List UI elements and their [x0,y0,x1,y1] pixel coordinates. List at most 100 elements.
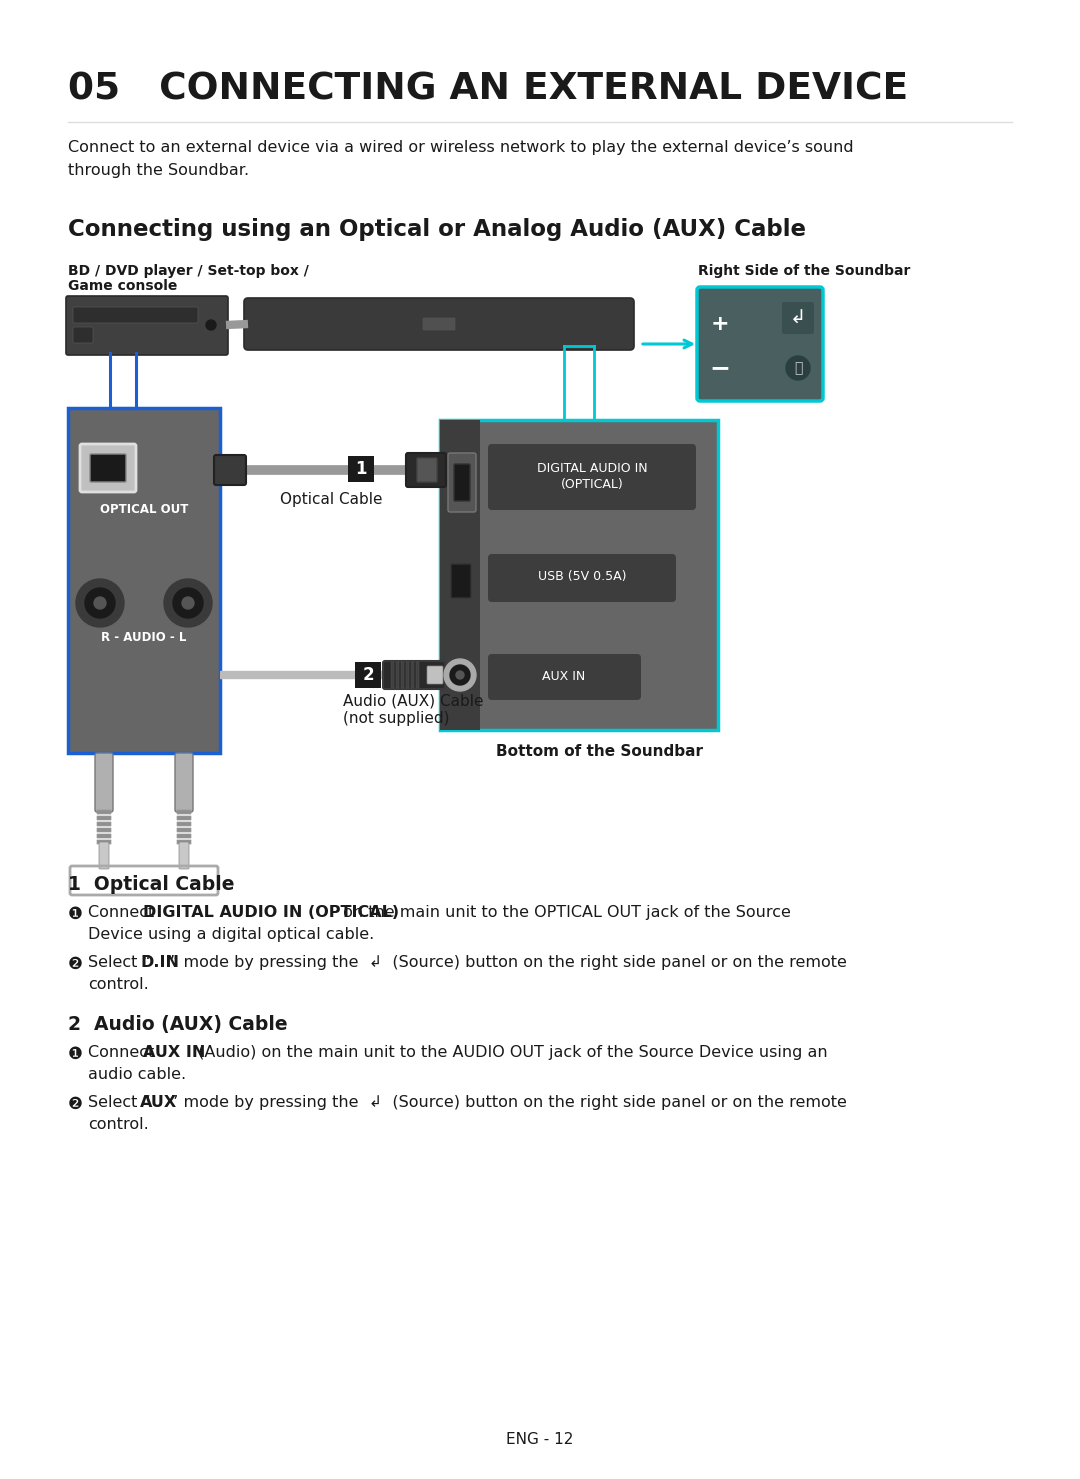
FancyBboxPatch shape [448,453,476,512]
Text: D.IN: D.IN [140,955,179,970]
Text: audio cable.: audio cable. [87,1066,186,1083]
FancyBboxPatch shape [97,828,111,833]
Text: Device using a digital optical cable.: Device using a digital optical cable. [87,927,375,942]
Text: DIGITAL AUDIO IN: DIGITAL AUDIO IN [537,461,647,475]
FancyBboxPatch shape [99,842,109,870]
Text: ENG - 12: ENG - 12 [507,1432,573,1446]
Text: DIGITAL AUDIO IN (OPTICAL): DIGITAL AUDIO IN (OPTICAL) [143,905,400,920]
FancyBboxPatch shape [348,456,374,482]
Text: Select “: Select “ [87,955,151,970]
Circle shape [206,319,216,330]
FancyBboxPatch shape [97,822,111,825]
FancyBboxPatch shape [179,842,189,870]
FancyBboxPatch shape [488,444,696,510]
FancyBboxPatch shape [440,420,480,731]
FancyBboxPatch shape [488,555,676,602]
FancyBboxPatch shape [423,318,455,330]
Text: AUX: AUX [140,1094,177,1111]
FancyBboxPatch shape [396,663,399,688]
FancyBboxPatch shape [177,834,191,839]
FancyBboxPatch shape [440,420,718,731]
Text: ” mode by pressing the  ↲  (Source) button on the right side panel or on the rem: ” mode by pressing the ↲ (Source) button… [170,1094,847,1111]
FancyBboxPatch shape [355,663,381,688]
Text: ❶: ❶ [68,905,83,923]
Text: on the main unit to the OPTICAL OUT jack of the Source: on the main unit to the OPTICAL OUT jack… [338,905,791,920]
Text: ❷: ❷ [68,955,83,973]
FancyBboxPatch shape [454,464,470,501]
Text: ❷: ❷ [68,1094,83,1114]
FancyBboxPatch shape [406,453,446,487]
Text: Right Side of the Soundbar: Right Side of the Soundbar [698,263,910,278]
FancyBboxPatch shape [782,302,814,334]
Text: BD / DVD player / Set-top box /: BD / DVD player / Set-top box / [68,263,309,278]
Text: 05   CONNECTING AN EXTERNAL DEVICE: 05 CONNECTING AN EXTERNAL DEVICE [68,72,908,108]
Text: +: + [711,314,729,334]
FancyBboxPatch shape [177,810,191,813]
Circle shape [450,666,470,685]
Text: AUX IN: AUX IN [143,1046,205,1060]
Text: control.: control. [87,1117,149,1131]
FancyBboxPatch shape [68,408,220,753]
FancyBboxPatch shape [90,454,126,482]
Text: USB (5V 0.5A): USB (5V 0.5A) [538,569,626,583]
Text: Connect to an external device via a wired or wireless network to play the extern: Connect to an external device via a wire… [68,141,853,179]
Text: (Audio) on the main unit to the AUDIO OUT jack of the Source Device using an: (Audio) on the main unit to the AUDIO OU… [193,1046,827,1060]
Circle shape [456,671,464,679]
Circle shape [173,589,203,618]
Text: Connecting using an Optical or Analog Audio (AUX) Cable: Connecting using an Optical or Analog Au… [68,217,806,241]
FancyBboxPatch shape [97,810,111,813]
FancyBboxPatch shape [451,563,471,598]
FancyBboxPatch shape [175,753,193,812]
Text: 1: 1 [355,460,367,478]
FancyBboxPatch shape [80,444,136,493]
FancyBboxPatch shape [97,816,111,819]
Circle shape [76,578,124,627]
FancyBboxPatch shape [214,456,246,485]
Text: R - AUDIO - L: R - AUDIO - L [102,632,187,643]
Circle shape [183,598,194,609]
Text: ⏻: ⏻ [794,361,802,376]
Circle shape [164,578,212,627]
Text: OPTICAL OUT: OPTICAL OUT [99,503,188,516]
FancyBboxPatch shape [416,663,419,688]
FancyBboxPatch shape [406,663,409,688]
Circle shape [786,356,810,380]
Text: Connect: Connect [87,1046,160,1060]
FancyBboxPatch shape [73,308,198,322]
FancyBboxPatch shape [66,296,228,355]
Text: Select “: Select “ [87,1094,151,1111]
Text: ” mode by pressing the  ↲  (Source) button on the right side panel or on the rem: ” mode by pressing the ↲ (Source) button… [170,955,847,970]
Circle shape [444,660,476,691]
Text: Connect: Connect [87,905,160,920]
Text: ❶: ❶ [68,1046,83,1063]
FancyBboxPatch shape [427,666,443,683]
FancyBboxPatch shape [177,816,191,819]
FancyBboxPatch shape [697,287,823,401]
FancyBboxPatch shape [97,834,111,839]
FancyBboxPatch shape [177,840,191,845]
FancyBboxPatch shape [401,663,404,688]
FancyBboxPatch shape [177,828,191,833]
FancyBboxPatch shape [488,654,642,700]
Text: 1  Optical Cable: 1 Optical Cable [68,876,234,893]
FancyBboxPatch shape [391,663,394,688]
Text: 2: 2 [362,666,374,683]
Text: 2  Audio (AUX) Cable: 2 Audio (AUX) Cable [68,1015,287,1034]
Text: (not supplied): (not supplied) [343,711,449,726]
Text: Audio (AUX) Cable: Audio (AUX) Cable [343,694,484,708]
FancyBboxPatch shape [411,663,414,688]
Text: Bottom of the Soundbar: Bottom of the Soundbar [496,744,702,759]
FancyBboxPatch shape [95,753,113,812]
Text: control.: control. [87,978,149,992]
FancyBboxPatch shape [177,822,191,825]
Text: ↲: ↲ [789,309,806,327]
FancyBboxPatch shape [417,458,437,482]
FancyBboxPatch shape [383,661,445,689]
FancyBboxPatch shape [97,840,111,845]
FancyBboxPatch shape [73,327,93,343]
FancyBboxPatch shape [244,297,634,351]
Circle shape [94,598,106,609]
Text: Game console: Game console [68,280,177,293]
Circle shape [85,589,114,618]
Text: (OPTICAL): (OPTICAL) [561,478,623,491]
